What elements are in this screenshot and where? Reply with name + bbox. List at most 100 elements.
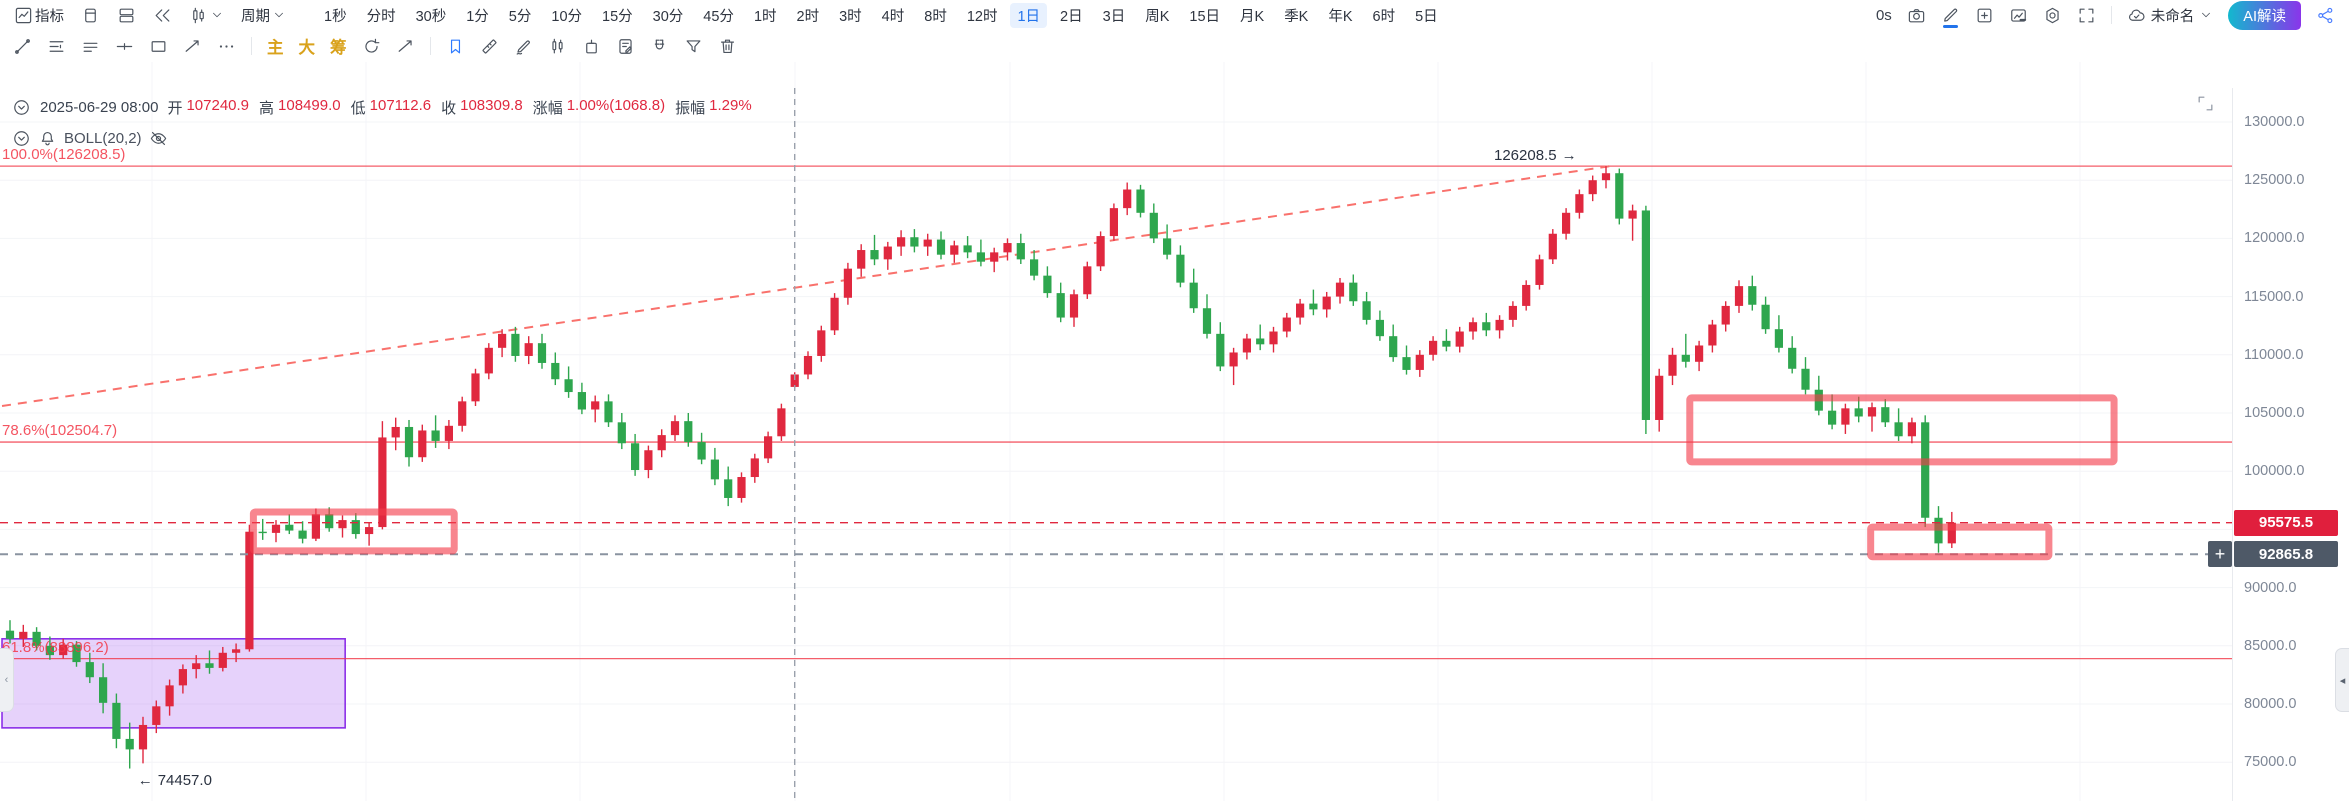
fib-level-label: 61.8%(83896.2): [2, 638, 109, 656]
countdown-timer: 0s: [1875, 6, 1892, 24]
fullscreen-icon[interactable]: [2077, 6, 2096, 25]
ohlc-field-涨幅: 涨幅 1.00%(1068.8): [532, 97, 666, 117]
timeframe-1时[interactable]: 1时: [753, 8, 777, 25]
tool-wave-arrow-icon[interactable]: [183, 37, 202, 56]
axis-price-label: 80000.0: [2244, 696, 2297, 712]
collapse-chevron-icon[interactable]: [12, 98, 31, 117]
timeframe-15日[interactable]: 15日: [1189, 8, 1221, 25]
axis-price-label: 100000.0: [2244, 463, 2305, 480]
ohlc-field-收: 收 108309.8: [441, 97, 523, 117]
timeframe-5日[interactable]: 5日: [1415, 8, 1438, 25]
timeframe-1日[interactable]: 1日: [1010, 2, 1048, 28]
tool-wave-arrow2-icon[interactable]: [396, 37, 415, 56]
tool-filter-icon[interactable]: [684, 37, 703, 56]
timeframe-5分[interactable]: 5分: [508, 8, 532, 25]
timeframe-1分[interactable]: 1分: [466, 8, 489, 25]
add-pane-icon[interactable]: [1975, 6, 1994, 25]
timeframe-3时[interactable]: 3时: [839, 8, 862, 25]
alert-bell-icon[interactable]: [38, 129, 57, 148]
timeframe-月K[interactable]: 月K: [1240, 8, 1265, 25]
timeframe-45分[interactable]: 45分: [703, 8, 734, 25]
axis-price-label: 125000.0: [2244, 172, 2305, 189]
tool-price-label-icon[interactable]: [582, 37, 601, 56]
chevron-down-icon: [210, 8, 224, 22]
timeframe-12时[interactable]: 12时: [966, 8, 998, 25]
timeframe-3日[interactable]: 3日: [1102, 8, 1126, 25]
draw-edit-icon[interactable]: [1941, 6, 1960, 28]
share-icon[interactable]: [2316, 6, 2335, 25]
eye-off-icon[interactable]: [149, 129, 168, 148]
pane-maximize-icon[interactable]: [2196, 94, 2215, 113]
low-price-value: 74457.0: [157, 771, 212, 789]
settings-icon[interactable]: [2043, 6, 2062, 25]
timeframe-周K[interactable]: 周K: [1145, 8, 1170, 25]
collapse-chevron-icon[interactable]: [12, 129, 31, 148]
axis-price-label: 90000.0: [2244, 579, 2297, 596]
timeframe-年K[interactable]: 年K: [1328, 8, 1353, 25]
axis-price-label: 115000.0: [2244, 288, 2304, 305]
tool-parallel-lines-icon[interactable]: [81, 37, 100, 56]
price-axis-border: [2232, 88, 2233, 801]
timeframe-1秒[interactable]: 1秒: [324, 8, 347, 25]
screenshot-camera-icon[interactable]: [1907, 6, 1926, 25]
period-dropdown-label: 周期: [241, 8, 270, 25]
timeframe-分时[interactable]: 分时: [366, 8, 396, 25]
ohlc-readout: 2025-06-29 08:00 开 107240.9 高 108499.0 低 1071…: [12, 97, 752, 118]
axis-price-label: 75000.0: [2244, 754, 2297, 771]
layout-icon[interactable]: [117, 6, 136, 25]
tool-more-icon[interactable]: [217, 37, 236, 56]
axis-price-label: 105000.0: [2244, 405, 2305, 421]
timeframe-30秒[interactable]: 30秒: [415, 8, 447, 25]
right-drawer-handle[interactable]: ◂: [2335, 648, 2349, 712]
tool-redraw-icon[interactable]: [362, 37, 381, 56]
period-dropdown[interactable]: 周期: [241, 5, 286, 26]
add-order-button[interactable]: +: [2208, 541, 2232, 568]
tool-brush-icon[interactable]: [514, 37, 533, 56]
timeframe-4时[interactable]: 4时: [881, 8, 905, 25]
tool-chips[interactable]: 筹: [330, 39, 347, 57]
tool-eraser-icon[interactable]: [480, 37, 499, 56]
timeframe-6时[interactable]: 6时: [1372, 8, 1396, 25]
ohlc-field-开: 开 107240.9: [167, 97, 250, 117]
high-price-marker: 126208.5 →: [1494, 147, 1577, 164]
arrow-right-icon: →: [1561, 147, 1577, 165]
left-drawer-handle[interactable]: ‹: [0, 648, 14, 712]
tool-fib-retracement-icon[interactable]: [47, 37, 66, 56]
snapshot-hide-icon[interactable]: [2009, 6, 2028, 25]
tool-rectangle-icon[interactable]: [149, 37, 168, 56]
axis-price-label: 110000.0: [2244, 346, 2304, 363]
current-price-badge: 95575.5: [2234, 509, 2338, 536]
timeframe-list: 1秒 分时 30秒 1分 5分 10分 15分 30分 45分 1时 2时 3时 4时 8时 12时 1日 2日…: [317, 2, 1445, 28]
timeframe-8时[interactable]: 8时: [924, 8, 947, 25]
layout-name-label: 未命名: [2150, 8, 2195, 25]
timeframe-10分[interactable]: 10分: [551, 8, 583, 25]
chart-style-button[interactable]: [189, 6, 224, 25]
chevron-down-icon: [272, 8, 286, 22]
axis-price-label: 130000.0: [2244, 114, 2305, 130]
tool-horizontal-line-icon[interactable]: [115, 37, 134, 56]
timeframe-2日[interactable]: 2日: [1060, 8, 1083, 25]
replay-icon[interactable]: [153, 6, 172, 25]
indicator-button-label: 指标: [35, 8, 64, 25]
chevron-down-icon: [2199, 8, 2213, 22]
tool-magnet-icon[interactable]: [650, 37, 669, 56]
indicator-button[interactable]: 指标: [14, 5, 64, 26]
tool-large[interactable]: 大: [298, 39, 316, 57]
timeframe-15分[interactable]: 15分: [602, 8, 633, 25]
candle-datetime: 2025-06-29 08:00: [40, 99, 159, 116]
layout-name-button[interactable]: 未命名: [2127, 5, 2214, 26]
tool-note-icon[interactable]: [616, 37, 635, 56]
ai-analyze-button[interactable]: AI解读: [2228, 0, 2301, 30]
tool-trend-line-icon[interactable]: [13, 37, 32, 56]
tool-bookmark-icon[interactable]: [446, 37, 465, 56]
tool-main-chart[interactable]: 主: [267, 39, 284, 57]
ohlc-field-低: 低 107112.6: [350, 97, 432, 117]
tool-pattern-icon[interactable]: [548, 37, 567, 56]
tool-delete-icon[interactable]: [718, 37, 737, 56]
timeframe-2时[interactable]: 2时: [796, 8, 820, 25]
timeframe-季K[interactable]: 季K: [1284, 8, 1309, 25]
timeframe-30分[interactable]: 30分: [652, 8, 684, 25]
compare-icon[interactable]: [81, 6, 100, 25]
order-price-badge: 92865.8: [2234, 541, 2338, 568]
